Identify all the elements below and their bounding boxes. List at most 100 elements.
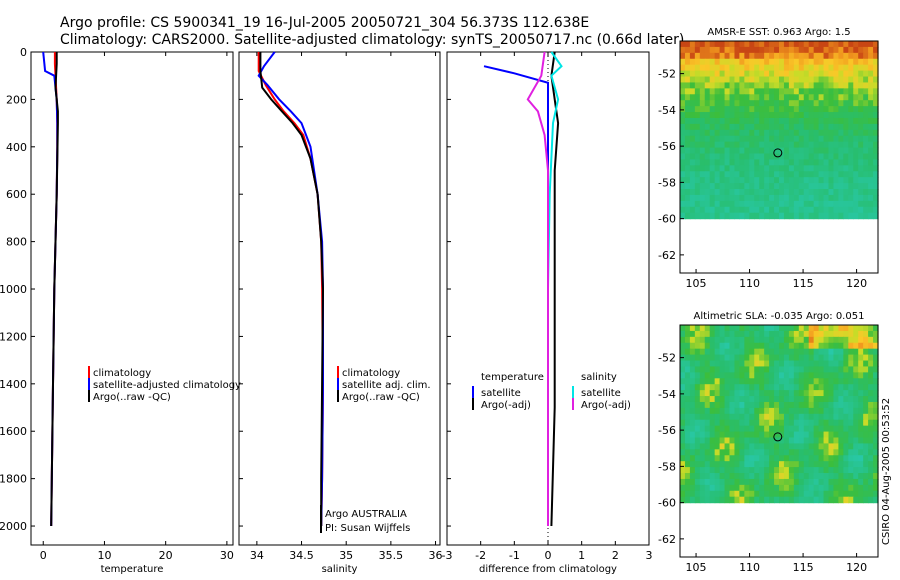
sla-map-heat-cell <box>833 401 839 409</box>
sst-map-heat-cell <box>739 76 745 84</box>
sla-map-heat-cell <box>714 496 721 504</box>
sst-map-heat-cell <box>848 46 854 54</box>
sst-map-heat-cell <box>764 177 770 184</box>
sla-map-heat-cell <box>833 484 839 492</box>
sla-map-heat-cell <box>724 419 731 427</box>
sst-map-heat-cell <box>873 64 879 72</box>
sst-map-heat-cell <box>694 200 701 208</box>
sst-map-heat-cell <box>714 177 721 184</box>
sst-map-heat-cell <box>793 100 800 107</box>
sla-map-heat-cell <box>798 431 805 439</box>
sst-map-heat-cell <box>734 206 740 214</box>
sla-map-heat-cell <box>828 478 835 486</box>
sla-map-heat-cell <box>798 366 805 373</box>
difference-series-3-line <box>526 51 549 526</box>
sst-map-heat-cell <box>813 189 820 196</box>
sla-map-heat-cell <box>868 407 874 415</box>
sla-map-heat-cell <box>724 360 731 368</box>
diff-legend-salinity-entry: satellite <box>581 388 621 399</box>
sst-map-heat-cell <box>803 129 810 137</box>
sst-map-heat-cell <box>724 112 731 119</box>
sst-map-heat-cell <box>739 94 745 101</box>
sla-map-heat-cell <box>734 473 740 480</box>
sla-map-heat-cell <box>689 437 696 445</box>
sla-map-heat-cell <box>793 330 800 338</box>
sla-map-heat-cell <box>803 401 810 409</box>
sst-map-heat-cell <box>744 88 750 95</box>
sla-map-heat-cell <box>838 384 844 391</box>
sst-map-heat-cell <box>813 88 820 95</box>
sst-map-heat-cell <box>858 70 864 78</box>
sla-map-heat-cell <box>813 419 820 427</box>
sla-map-heat-cell <box>759 384 765 391</box>
sst-map-heat-cell <box>714 153 721 161</box>
sla-map-heat-cell <box>699 490 706 498</box>
sst-map-heat-cell <box>699 200 706 208</box>
sst-map-heat-cell <box>783 129 790 137</box>
sla-map-heat-cell <box>788 449 795 456</box>
sst-map-heat-cell <box>769 165 775 172</box>
sla-map-heat-cell <box>783 478 790 486</box>
sla-map-heat-cell <box>749 366 755 373</box>
sst-map-heat-cell <box>858 46 864 54</box>
sla-map-heat-cell <box>813 325 820 332</box>
sla-map-heat-cell <box>803 431 810 439</box>
sla-map-heat-cell <box>689 360 696 368</box>
sla-map-heat-cell <box>779 336 785 344</box>
sla-map-heat-cell <box>828 419 835 427</box>
sst-map-heat-cell <box>838 189 844 196</box>
sst-map-heat-cell <box>739 194 745 202</box>
sst-map-heat-cell <box>808 153 815 161</box>
sla-map-heat-cell <box>704 467 711 474</box>
sla-map-heat-cell <box>779 384 785 391</box>
sla-map-heat-cell <box>833 354 839 362</box>
sst-map-heat-cell <box>853 141 859 149</box>
sst-map-heat-cell <box>704 46 711 54</box>
sst-map-heat-cell <box>749 123 755 131</box>
sla-map-heat-cell <box>734 449 740 456</box>
sla-map-heat-cell <box>793 413 800 421</box>
sla-map-heat-cell <box>808 419 815 427</box>
sla-map-heat-cell <box>734 336 740 344</box>
sla-map-heat-cell <box>843 390 849 397</box>
sla-map-heat-cell <box>793 473 800 480</box>
sla-map-heat-cell <box>848 473 854 480</box>
sst-map-heat-cell <box>788 46 795 54</box>
sla-map-heat-cell <box>719 372 726 379</box>
sla-map-heat-cell <box>719 336 726 344</box>
sst-map-heat-cell <box>744 123 750 131</box>
sla-map-heat-cell <box>843 484 849 492</box>
sla-map-heat-cell <box>833 384 839 391</box>
sla-map-heat-cell <box>863 443 869 450</box>
sla-map-heat-cell <box>848 360 854 368</box>
sst-map-heat-cell <box>680 135 686 143</box>
sst-map-heat-cell <box>858 189 864 196</box>
sst-map-heat-cell <box>853 64 859 72</box>
sla-map-heat-cell <box>833 390 839 397</box>
sla-map-heat-cell <box>779 396 785 403</box>
sla-map-heat-cell <box>694 325 701 332</box>
sla-map-heat-cell <box>848 336 854 344</box>
sla-map-heat-cell <box>863 401 869 409</box>
sst-map-heat-cell <box>759 135 765 143</box>
sla-map-heat-cell <box>793 401 800 409</box>
difference-xtick-label: 2 <box>612 549 619 562</box>
sst-map-heat-cell <box>843 94 849 101</box>
sst-map-heat-cell <box>798 46 805 54</box>
sla-map-heat-cell <box>818 437 825 445</box>
sla-map-heat-cell <box>873 342 879 350</box>
sst-map-heat-cell <box>754 112 760 119</box>
sst-map-heat-cell <box>684 123 691 131</box>
sla-map-heat-cell <box>793 449 800 456</box>
sla-map-heat-cell <box>749 473 755 480</box>
sla-map-heat-cell <box>694 473 701 480</box>
sst-map-heat-cell <box>853 200 859 208</box>
sst-map-heat-cell <box>744 206 750 214</box>
sla-map-heat-cell <box>680 413 686 421</box>
sst-map-heat-cell <box>858 153 864 161</box>
sla-map-heat-cell <box>774 413 780 421</box>
sla-map-heat-cell <box>858 342 864 350</box>
sla-map-heat-cell <box>724 461 731 468</box>
sst-map-heat-cell <box>853 165 859 172</box>
sla-map-heat-cell <box>764 390 770 397</box>
